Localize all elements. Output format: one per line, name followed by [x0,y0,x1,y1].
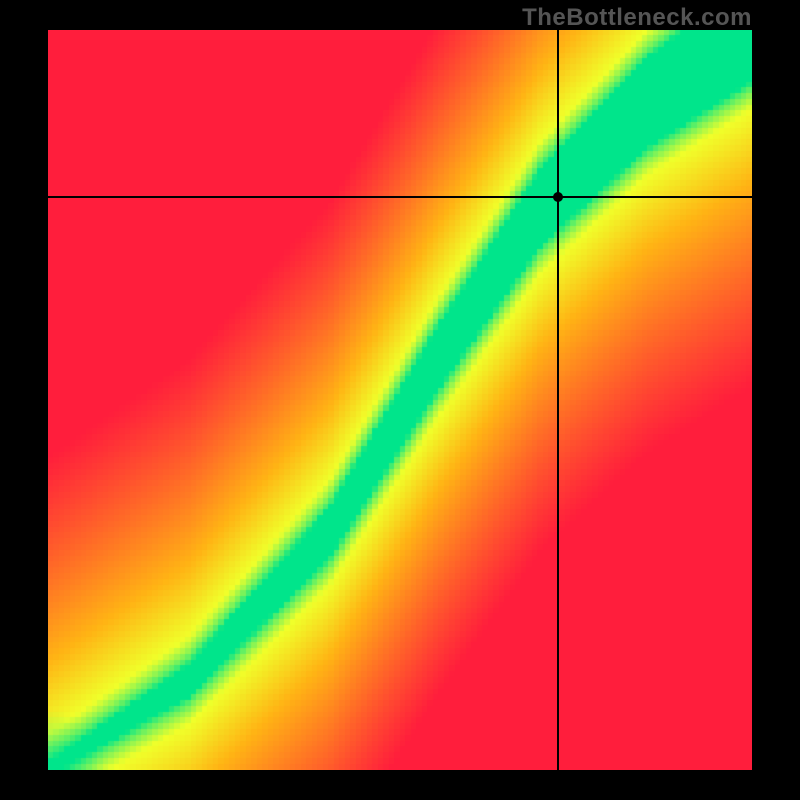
watermark-text: TheBottleneck.com [522,4,752,32]
crosshair-marker [553,192,563,202]
bottleneck-heatmap [48,30,752,770]
crosshair-horizontal [48,196,752,198]
crosshair-vertical [557,30,559,770]
chart-container: TheBottleneck.com [0,0,800,800]
